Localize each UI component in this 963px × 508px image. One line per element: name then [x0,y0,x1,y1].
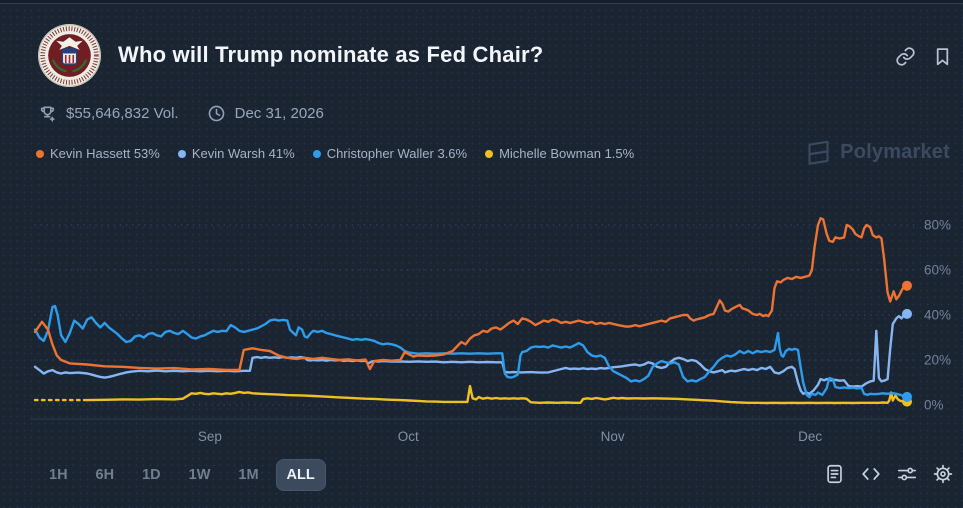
page-title: Who will Trump nominate as Fed Chair? [118,42,544,67]
series-end-dot-kevin-hassett [902,280,912,291]
range-button-1d[interactable]: 1D [131,459,172,491]
x-axis-label: Dec [798,429,822,444]
range-button-1h[interactable]: 1H [38,459,79,491]
legend-label: Christopher Waller 3.6% [326,146,468,161]
legend-label: Michelle Bowman 1.5% [499,146,635,161]
gear-icon[interactable] [932,463,954,485]
range-button-all[interactable]: ALL [275,459,326,491]
polymarket-wordmark: Polymarket [840,141,950,163]
x-axis-label: Oct [398,429,419,444]
series-end-dot-christopher-waller [902,391,912,402]
volume-label: $55,646,832 Vol. [66,105,179,122]
end-date-label: Dec 31, 2026 [234,105,324,122]
eagle-glyph [56,37,83,50]
polymarket-logo-icon [808,140,829,165]
legend-label: Kevin Warsh 41% [191,146,295,161]
y-axis-label: 60% [924,263,951,278]
legend-item-kevin-warsh[interactable]: Kevin Warsh 41% [177,146,295,161]
range-button-6h[interactable]: 6H [85,459,126,491]
document-icon[interactable] [824,463,846,485]
series-end-dot-kevin-warsh [902,308,912,319]
time-range-toolbar: 1H 6H 1D 1W 1M ALL [38,459,326,491]
range-button-1m[interactable]: 1M [227,459,269,491]
top-divider [0,3,963,4]
market-logo-fed-seal [38,24,101,87]
legend-item-michelle-bowman[interactable]: Michelle Bowman 1.5% [485,146,634,161]
legend-dot [312,149,321,158]
olive-branch [72,59,88,73]
y-axis-label: 0% [924,398,944,413]
legend-item-kevin-hassett[interactable]: Kevin Hassett 53% [36,146,160,161]
series-line-kevin-warsh [33,312,907,395]
legend-item-christopher-waller[interactable]: Christopher Waller 3.6% [312,146,468,161]
bookmark-icon[interactable] [932,46,953,67]
sliders-icon[interactable] [896,463,918,485]
chart-legend: Kevin Hassett 53% Kevin Warsh 41% Christop… [36,146,634,161]
trophy-icon [40,106,55,122]
legend-dot [485,149,494,158]
market-meta: $55,646,832 Vol. Dec 31, 2026 [38,104,324,123]
range-button-1w[interactable]: 1W [178,459,222,491]
code-icon[interactable] [860,463,882,485]
olive-branch [51,59,67,73]
series-line-christopher-waller [33,304,907,399]
legend-label: Kevin Hassett 53% [50,146,160,161]
clock-icon [208,105,224,122]
x-axis-label: Nov [601,429,625,444]
legend-dot [177,149,186,158]
chart-tools [824,463,954,485]
top-strip [0,0,963,3]
y-axis-label: 80% [924,218,951,233]
y-axis-label: 40% [924,308,951,323]
legend-dot [36,149,44,158]
series-line-michelle-bowman [85,384,907,405]
y-axis-label: 20% [924,353,951,368]
polymarket-watermark: Polymarket [805,139,950,166]
series-line-kevin-hassett [33,217,907,372]
x-axis-label: Sep [198,429,222,444]
link-icon[interactable] [895,46,916,67]
